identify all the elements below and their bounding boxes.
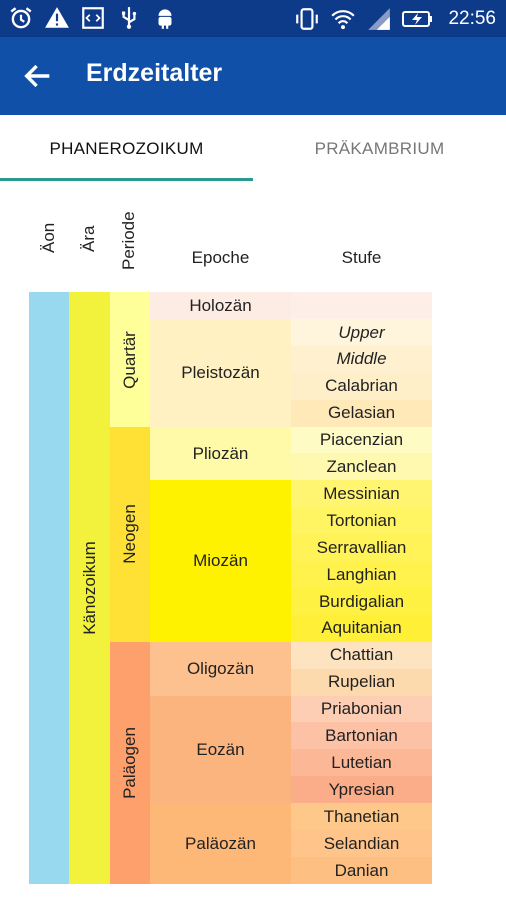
epoch-cell-label: Pliozän bbox=[192, 443, 249, 463]
stage-cell-label: Thanetian bbox=[323, 806, 400, 826]
stage-cell: Rupelian bbox=[291, 668, 432, 696]
tab-indicator bbox=[0, 178, 253, 181]
stage-cell: Priabonian bbox=[291, 695, 432, 723]
epoch-cell: Eozän bbox=[150, 695, 291, 804]
stage-cell: Thanetian bbox=[291, 803, 432, 831]
stage-cell-label: Serravallian bbox=[316, 537, 407, 557]
header-aeon: Äon bbox=[39, 222, 58, 253]
app-bar: Erdzeitalter bbox=[0, 37, 506, 115]
stage-cell-label: Lutetian bbox=[331, 752, 392, 772]
period-cell-label: Paläogen bbox=[120, 727, 139, 799]
stage-cell-label: Calabrian bbox=[325, 376, 398, 396]
stage-cell: Gelasian bbox=[291, 399, 432, 427]
epoch-cell: Pleistozän bbox=[150, 318, 291, 427]
stage-cell-label: Danian bbox=[334, 860, 389, 880]
vibrate-icon bbox=[296, 8, 319, 30]
epoch-cell-label: Holozän bbox=[189, 295, 252, 315]
header-stage: Stufe bbox=[341, 248, 382, 267]
arrow-back-icon[interactable] bbox=[20, 59, 56, 93]
epoch-cell: Paläozän bbox=[150, 803, 291, 885]
stage-cell: Danian bbox=[291, 856, 432, 885]
epoch-cell-label: Miozän bbox=[193, 551, 248, 571]
alarm-icon bbox=[10, 7, 32, 29]
period-cell-label: Quartär bbox=[120, 330, 140, 389]
stage-cell-label: Ypresian bbox=[328, 779, 395, 799]
stage-cell: Calabrian bbox=[291, 372, 432, 401]
epoch-cell-label: Eozän bbox=[196, 739, 245, 759]
epoch-cell: Holozän bbox=[150, 292, 291, 320]
stage-cell-label: Burdigalian bbox=[318, 591, 405, 611]
usb-icon bbox=[121, 7, 137, 29]
status-bar: 22:56 bbox=[0, 0, 506, 37]
epoch-cell-label: Paläozän bbox=[185, 833, 256, 853]
stage-cell: Ypresian bbox=[291, 776, 432, 804]
stage-cell: Bartonian bbox=[291, 722, 432, 750]
signal-icon bbox=[368, 8, 391, 30]
stage-cell-label: Piacenzian bbox=[319, 430, 404, 450]
header-epoch: Epoche bbox=[191, 248, 250, 267]
tab-bar: PHANEROZOIKUM PRÄKAMBRIUM bbox=[0, 115, 506, 183]
period-cell: Paläogen bbox=[110, 641, 150, 885]
header-period: Periode bbox=[119, 211, 138, 270]
battery-charging-icon bbox=[402, 11, 433, 27]
epoch-cell: Pliozän bbox=[150, 426, 291, 481]
stage-cell-label: Rupelian bbox=[327, 672, 396, 692]
stage-cell: Zanclean bbox=[291, 453, 432, 481]
epoch-cell-label: Pleistozän bbox=[181, 362, 260, 382]
stage-cell: Serravallian bbox=[291, 534, 432, 562]
stage-cell: Lutetian bbox=[291, 749, 432, 777]
era-cell-kaenozoikum-label: Känozoikum bbox=[79, 541, 99, 635]
clock-time: 22:56 bbox=[448, 8, 496, 29]
stage-cell-label: Zanclean bbox=[326, 457, 397, 477]
stage-cell-label: Selandian bbox=[323, 833, 400, 853]
stage-cell-label: Chattian bbox=[329, 645, 394, 665]
tab-praekambrium[interactable]: PRÄKAMBRIUM bbox=[314, 139, 445, 158]
stage-cell: Piacenzian bbox=[291, 426, 432, 454]
stage-cell: Burdigalian bbox=[291, 587, 432, 616]
epoch-cell: Miozän bbox=[150, 480, 291, 643]
period-cell: Neogen bbox=[110, 426, 150, 643]
epoch-cell: Oligozän bbox=[150, 641, 291, 696]
stage-cell-label: Aquitanian bbox=[321, 618, 402, 638]
stage-cell bbox=[291, 292, 432, 320]
stage-cell: Upper bbox=[291, 318, 432, 347]
stage-cell-label: Messinian bbox=[323, 483, 400, 503]
period-cell-label: Neogen bbox=[120, 504, 139, 565]
epoch-cell-label: Oligozän bbox=[186, 658, 255, 678]
stage-cell-label: Priabonian bbox=[320, 699, 403, 719]
stage-cell: Chattian bbox=[291, 641, 432, 670]
warning-icon bbox=[45, 7, 69, 28]
header-era: Ära bbox=[79, 225, 98, 252]
stage-cell: Aquitanian bbox=[291, 614, 432, 643]
stage-cell-label: Tortonian bbox=[326, 510, 397, 530]
stage-cell: Selandian bbox=[291, 830, 432, 858]
stage-cell-label: Langhian bbox=[326, 564, 397, 584]
wifi-icon bbox=[331, 10, 356, 30]
stage-cell: Middle bbox=[291, 345, 432, 374]
period-cell: Quartär bbox=[110, 292, 150, 427]
stage-cell: Tortonian bbox=[291, 507, 432, 535]
stage-cell-label: Middle bbox=[336, 349, 387, 369]
app-title: Erdzeitalter bbox=[86, 59, 223, 87]
aeon-cell bbox=[29, 292, 69, 885]
stage-cell-label: Bartonian bbox=[325, 726, 398, 746]
tab-phanerozoikum[interactable]: PHANEROZOIKUM bbox=[49, 139, 204, 158]
stage-cell: Langhian bbox=[291, 561, 432, 589]
era-cell-kaenozoikum: Känozoikum bbox=[69, 292, 110, 885]
stage-cell: Messinian bbox=[291, 480, 432, 508]
stage-cell-label: Upper bbox=[338, 322, 385, 342]
stage-cell-label: Gelasian bbox=[327, 403, 396, 423]
android-icon bbox=[158, 9, 172, 29]
code-icon bbox=[82, 7, 104, 29]
